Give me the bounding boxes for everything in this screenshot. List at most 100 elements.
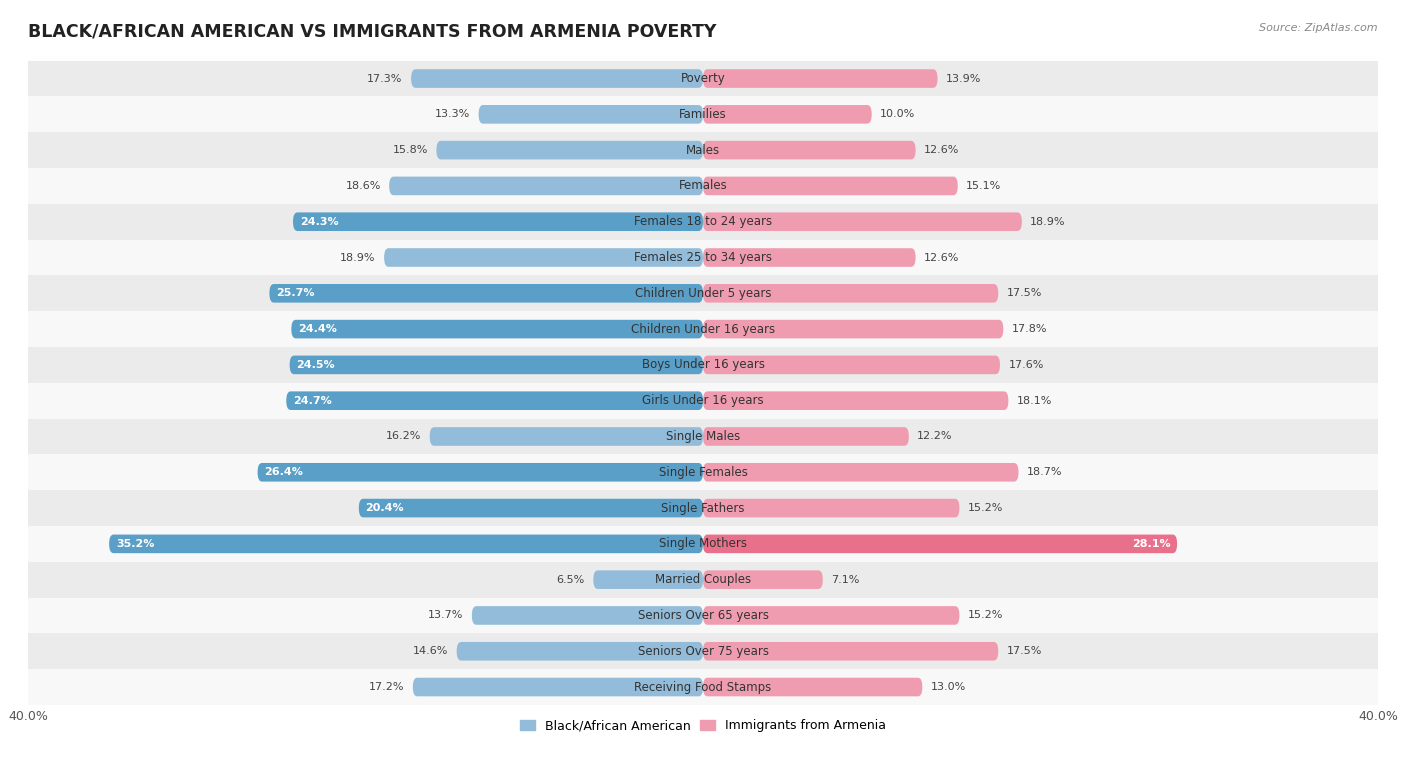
Text: 6.5%: 6.5% — [557, 575, 585, 584]
FancyBboxPatch shape — [703, 391, 1008, 410]
Text: Receiving Food Stamps: Receiving Food Stamps — [634, 681, 772, 694]
Text: 18.9%: 18.9% — [340, 252, 375, 262]
FancyBboxPatch shape — [389, 177, 703, 196]
FancyBboxPatch shape — [703, 678, 922, 697]
FancyBboxPatch shape — [703, 177, 957, 196]
FancyBboxPatch shape — [703, 642, 998, 660]
FancyBboxPatch shape — [257, 463, 703, 481]
FancyBboxPatch shape — [359, 499, 703, 518]
FancyBboxPatch shape — [703, 534, 1177, 553]
Text: 17.5%: 17.5% — [1007, 288, 1042, 299]
Bar — [28, 96, 1378, 132]
Bar — [28, 168, 1378, 204]
Bar — [28, 312, 1378, 347]
Bar — [28, 634, 1378, 669]
Text: 18.9%: 18.9% — [1031, 217, 1066, 227]
Text: 15.2%: 15.2% — [967, 610, 1004, 621]
FancyBboxPatch shape — [703, 248, 915, 267]
Text: 28.1%: 28.1% — [1132, 539, 1170, 549]
Text: Girls Under 16 years: Girls Under 16 years — [643, 394, 763, 407]
FancyBboxPatch shape — [703, 69, 938, 88]
Text: Males: Males — [686, 143, 720, 157]
Text: 15.8%: 15.8% — [392, 145, 427, 155]
Text: 24.3%: 24.3% — [299, 217, 339, 227]
Text: 17.6%: 17.6% — [1008, 360, 1043, 370]
FancyBboxPatch shape — [478, 105, 703, 124]
FancyBboxPatch shape — [472, 606, 703, 625]
Text: 17.2%: 17.2% — [368, 682, 405, 692]
FancyBboxPatch shape — [430, 428, 703, 446]
Text: Seniors Over 65 years: Seniors Over 65 years — [637, 609, 769, 622]
FancyBboxPatch shape — [110, 534, 703, 553]
Text: 12.6%: 12.6% — [924, 252, 959, 262]
Text: 13.0%: 13.0% — [931, 682, 966, 692]
Bar — [28, 61, 1378, 96]
Text: BLACK/AFRICAN AMERICAN VS IMMIGRANTS FROM ARMENIA POVERTY: BLACK/AFRICAN AMERICAN VS IMMIGRANTS FRO… — [28, 23, 717, 41]
Text: 15.1%: 15.1% — [966, 181, 1001, 191]
Bar — [28, 383, 1378, 418]
Text: 13.7%: 13.7% — [427, 610, 464, 621]
FancyBboxPatch shape — [291, 320, 703, 338]
Bar — [28, 454, 1378, 490]
Text: Source: ZipAtlas.com: Source: ZipAtlas.com — [1260, 23, 1378, 33]
Text: Children Under 5 years: Children Under 5 years — [634, 287, 772, 300]
FancyBboxPatch shape — [593, 570, 703, 589]
Text: 20.4%: 20.4% — [366, 503, 404, 513]
FancyBboxPatch shape — [384, 248, 703, 267]
FancyBboxPatch shape — [292, 212, 703, 231]
Text: 10.0%: 10.0% — [880, 109, 915, 119]
Text: Families: Families — [679, 108, 727, 121]
FancyBboxPatch shape — [290, 356, 703, 374]
Bar — [28, 204, 1378, 240]
FancyBboxPatch shape — [703, 141, 915, 159]
Bar — [28, 597, 1378, 634]
Bar — [28, 132, 1378, 168]
Bar — [28, 669, 1378, 705]
Text: 13.9%: 13.9% — [946, 74, 981, 83]
Bar — [28, 490, 1378, 526]
Text: 14.6%: 14.6% — [413, 647, 449, 656]
Text: 17.3%: 17.3% — [367, 74, 402, 83]
Text: 17.8%: 17.8% — [1012, 324, 1047, 334]
Text: 13.3%: 13.3% — [434, 109, 470, 119]
Bar — [28, 275, 1378, 312]
Text: Females 18 to 24 years: Females 18 to 24 years — [634, 215, 772, 228]
Bar — [28, 526, 1378, 562]
Text: 18.1%: 18.1% — [1017, 396, 1052, 406]
FancyBboxPatch shape — [436, 141, 703, 159]
Text: 24.5%: 24.5% — [297, 360, 335, 370]
FancyBboxPatch shape — [457, 642, 703, 660]
Text: 18.6%: 18.6% — [346, 181, 381, 191]
FancyBboxPatch shape — [703, 499, 959, 518]
FancyBboxPatch shape — [413, 678, 703, 697]
Text: 12.6%: 12.6% — [924, 145, 959, 155]
Bar — [28, 418, 1378, 454]
FancyBboxPatch shape — [703, 428, 908, 446]
Text: Boys Under 16 years: Boys Under 16 years — [641, 359, 765, 371]
FancyBboxPatch shape — [287, 391, 703, 410]
FancyBboxPatch shape — [411, 69, 703, 88]
Text: 15.2%: 15.2% — [967, 503, 1004, 513]
Text: Single Mothers: Single Mothers — [659, 537, 747, 550]
Text: Single Males: Single Males — [666, 430, 740, 443]
Legend: Black/African American, Immigrants from Armenia: Black/African American, Immigrants from … — [515, 714, 891, 738]
FancyBboxPatch shape — [703, 320, 1004, 338]
FancyBboxPatch shape — [703, 284, 998, 302]
FancyBboxPatch shape — [703, 606, 959, 625]
Bar — [28, 347, 1378, 383]
FancyBboxPatch shape — [703, 463, 1018, 481]
Text: 7.1%: 7.1% — [831, 575, 859, 584]
Text: 35.2%: 35.2% — [115, 539, 155, 549]
Text: Children Under 16 years: Children Under 16 years — [631, 323, 775, 336]
FancyBboxPatch shape — [703, 570, 823, 589]
Text: Single Fathers: Single Fathers — [661, 502, 745, 515]
Text: 24.4%: 24.4% — [298, 324, 337, 334]
Text: Married Couples: Married Couples — [655, 573, 751, 586]
Text: Females 25 to 34 years: Females 25 to 34 years — [634, 251, 772, 264]
Text: Females: Females — [679, 180, 727, 193]
Text: Seniors Over 75 years: Seniors Over 75 years — [637, 645, 769, 658]
Text: 25.7%: 25.7% — [276, 288, 315, 299]
Text: 12.2%: 12.2% — [917, 431, 953, 441]
Text: 24.7%: 24.7% — [292, 396, 332, 406]
Text: Single Females: Single Females — [658, 465, 748, 479]
